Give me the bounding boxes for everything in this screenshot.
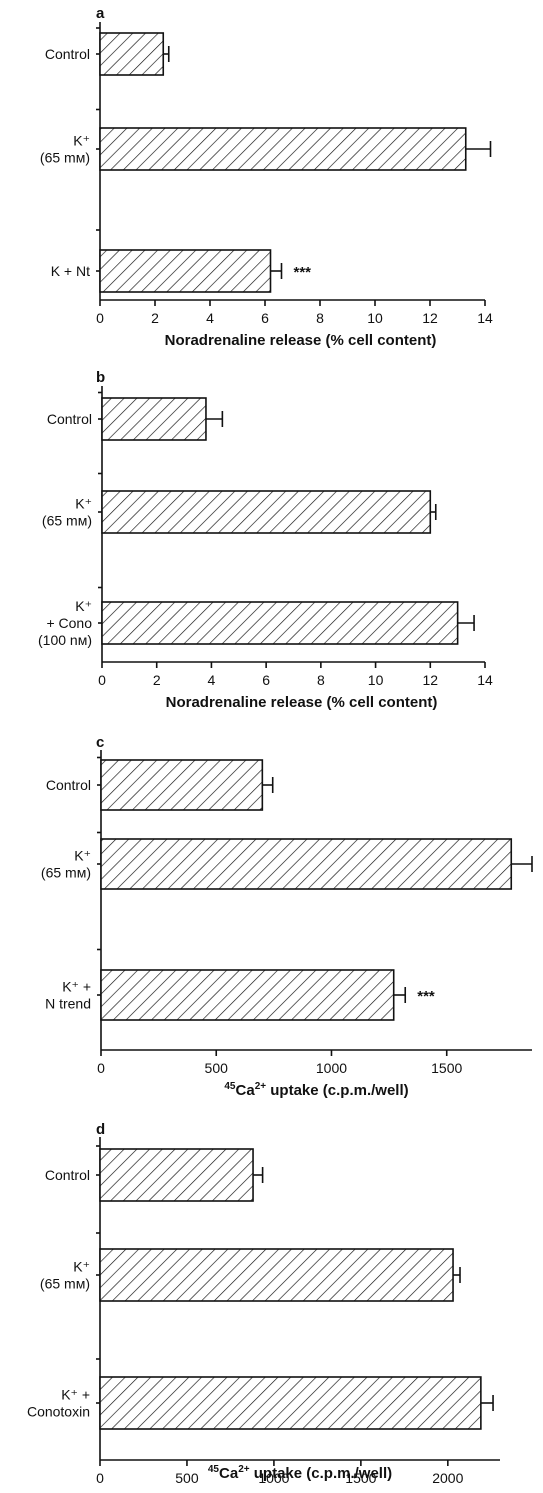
x-tick-label: 10 [368,672,384,688]
x-tick-label: 2 [151,310,159,326]
panel-c: c Control K⁺(65 mᴍ) *** K⁺ +N trend 0 500 1000 1… [41,734,533,1099]
x-tick-label: 1000 [316,1060,347,1076]
x-tick-label: 8 [317,672,325,688]
panel-letter: d [96,1121,105,1138]
x-tick-label: 0 [98,672,106,688]
bar [100,759,264,811]
x-tick-label: 14 [477,672,493,688]
category-label: K⁺ [75,598,92,614]
category-label: (65 mᴍ) [40,1276,90,1292]
category-label: Control [47,411,92,427]
bar [101,397,207,441]
category-label: K + Nt [51,263,90,279]
category-label: K⁺ + [61,1387,90,1403]
bar [100,969,395,1021]
significance-label: *** [294,264,312,281]
panel-letter: a [96,5,105,22]
significance-label: *** [417,988,435,1005]
category-label: (65 mᴍ) [42,513,92,529]
x-tick-label: 12 [422,672,438,688]
category-label: Control [45,46,90,62]
x-axis-label: 45Ca2+ uptake (c.p.m./well) [224,1081,408,1099]
x-axis-label: Noradrenaline release (% cell content) [165,332,437,349]
bar [99,249,272,293]
x-tick-label: 12 [422,310,438,326]
x-tick-label: 10 [367,310,383,326]
category-label: (65 mᴍ) [40,150,90,166]
x-tick-label: 1500 [431,1060,462,1076]
x-tick-label: 2 [153,672,161,688]
category-label: K⁺ [75,496,92,512]
category-label: K⁺ + [62,979,91,995]
x-tick-label: 4 [206,310,214,326]
x-tick-label: 6 [261,310,269,326]
x-tick-label: 0 [96,310,104,326]
panel-d: d Control K⁺(65 mᴍ) K⁺ +Conotoxin 0 500 1000 15… [27,1121,500,1486]
x-axis-label: 45Ca2+ uptake (c.p.m./well) [208,1464,392,1482]
panel-a: a Control K⁺(65 mᴍ) *** K + Nt 0 2 4 6 8 10 12 14 Nor… [40,5,493,349]
category-label: (65 mᴍ) [41,865,91,881]
category-label: K⁺ [73,1259,90,1275]
category-label: K⁺ [73,133,90,149]
category-label: Control [45,1167,90,1183]
x-tick-label: 500 [175,1470,199,1486]
x-tick-label: 4 [208,672,216,688]
x-tick-label: 1500 [345,1470,376,1486]
category-label: (100 nᴍ) [38,632,92,648]
category-label: Conotoxin [27,1404,90,1420]
category-label: N trend [45,996,91,1012]
bar [99,1148,254,1202]
x-axis-label: Noradrenaline release (% cell content) [166,694,438,711]
bar [100,838,513,890]
x-tick-label: 0 [97,1060,105,1076]
x-tick-label: 0 [96,1470,104,1486]
bar [99,127,467,171]
category-label: + Cono [46,615,92,631]
bar [101,601,459,645]
x-tick-label: 500 [205,1060,229,1076]
bar [99,1376,482,1430]
category-label: K⁺ [74,848,91,864]
x-tick-label: 6 [262,672,270,688]
bar [99,1248,454,1302]
bar [101,490,432,534]
x-tick-label: 8 [316,310,324,326]
bar [99,32,165,76]
x-tick-label: 1000 [258,1470,289,1486]
category-label: Control [46,777,91,793]
panel-letter: c [96,734,104,751]
x-tick-label: 2000 [432,1470,463,1486]
panel-letter: b [96,369,105,386]
x-tick-label: 14 [477,310,493,326]
